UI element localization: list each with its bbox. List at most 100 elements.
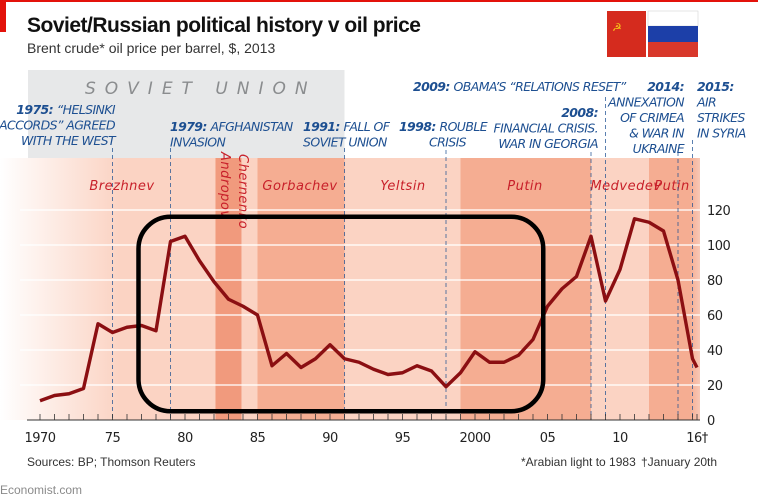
leader-label: Gorbachev — [262, 179, 337, 194]
annotation-year: 1998: — [399, 119, 440, 134]
annotation-line: 1975: “HELSINKI — [16, 102, 116, 117]
annotation-text: OBAMA’S “RELATIONS RESET” — [454, 79, 627, 94]
x-tick-label: 05 — [540, 431, 556, 446]
annotation-text: AFGHANISTAN — [210, 119, 294, 134]
annotation-year: 1975: — [16, 102, 57, 117]
leader-band — [460, 158, 591, 420]
annotation-text: FINANCIAL CRISIS. — [494, 121, 598, 136]
leader-label: Putin — [507, 179, 543, 194]
y-tick-label: 0 — [707, 414, 715, 429]
annotation-text: STRIKES — [697, 110, 745, 125]
leader-band — [344, 158, 461, 420]
x-tick-label: 1970 — [24, 431, 55, 446]
annotation-line: OF CRIMEA — [620, 110, 684, 125]
y-tick-label: 100 — [707, 239, 731, 254]
annotation-text: UKRAINE — [633, 141, 685, 156]
annotation-year: 1991: — [303, 119, 344, 134]
event-annotation: 1979: AFGHANISTAN INVASION — [170, 119, 294, 150]
event-annotation: 1998: ROUBLE CRISIS — [399, 119, 488, 150]
annotation-text: ACCORDS” AGREED — [0, 118, 116, 133]
x-tick-label: 90 — [322, 431, 338, 446]
x-tick-label: 16† — [686, 431, 709, 446]
footnote-january: †January 20th — [641, 455, 717, 469]
annotation-line: STRIKES — [697, 110, 745, 125]
annotation-text: & WAR IN — [629, 126, 685, 141]
axis-gutter — [700, 158, 758, 430]
x-tick-label: 75 — [105, 431, 121, 446]
annotation-line: WAR IN GEORGIA — [498, 136, 598, 151]
x-tick-label: 95 — [395, 431, 411, 446]
svg-text:☭: ☭ — [612, 21, 622, 34]
russia-flag-icon — [647, 10, 699, 57]
soviet-flag-icon: ☭ — [607, 11, 646, 57]
x-tick-label: 80 — [177, 431, 193, 446]
annotation-line: AIR — [696, 95, 716, 110]
leader-label: Chernenko — [235, 154, 250, 229]
sources-note: Sources: BP; Thomson Reuters — [27, 455, 196, 469]
leader-label: Medvedev — [590, 179, 661, 194]
annotation-text: ROUBLE — [439, 119, 487, 134]
event-annotation: 2014: ANNEXATION OF CRIMEA & WAR IN UKRAINE — [607, 79, 685, 156]
soviet-union-band — [28, 70, 345, 158]
annotation-year: 2015: — [697, 79, 734, 94]
chart-title: Soviet/Russian political history v oil p… — [27, 14, 420, 37]
annotation-line: 2015: — [697, 79, 734, 94]
annotation-line: & WAR IN — [629, 126, 685, 141]
event-annotation: 2009: OBAMA’S “RELATIONS RESET” — [413, 79, 627, 94]
annotation-year: 2008: — [561, 105, 598, 120]
annotation-text: WITH THE WEST — [21, 133, 117, 148]
leader-label: Brezhnev — [89, 179, 154, 194]
annotation-line: UKRAINE — [633, 141, 685, 156]
y-tick-label: 120 — [707, 204, 731, 219]
annotation-line: 1998: ROUBLE — [399, 119, 488, 134]
soviet-union-label: SOVIET UNION — [85, 79, 317, 99]
y-tick-label: 80 — [707, 274, 723, 289]
leader-label: Putin — [654, 179, 690, 194]
footnote-arabian-light: *Arabian light to 1983 — [521, 455, 636, 469]
annotation-text: CRISIS — [429, 135, 467, 150]
event-annotation: 2015: AIR STRIKES IN SYRIA — [696, 79, 746, 141]
red-tag — [0, 0, 6, 32]
annotation-line: 1979: AFGHANISTAN — [170, 119, 294, 134]
event-annotation: 1975: “HELSINKI ACCORDS” AGREED WITH THE W… — [0, 102, 117, 148]
leader-band — [241, 158, 258, 420]
y-tick-label: 40 — [707, 344, 723, 359]
x-tick-label: 85 — [250, 431, 266, 446]
leader-band — [257, 158, 345, 420]
annotation-line: 2009: OBAMA’S “RELATIONS RESET” — [413, 79, 627, 94]
annotation-line: SOVIET UNION — [303, 135, 388, 150]
annotation-text: IN SYRIA — [697, 126, 746, 141]
annotation-line: CRISIS — [429, 135, 467, 150]
y-tick-label: 20 — [707, 379, 723, 394]
annotation-year: 1979: — [170, 119, 211, 134]
plot-area: SOVIET UNION 0 20 40 60 80 100 120 Brezhnev Andro… — [0, 70, 758, 446]
annotation-line: 2014: — [647, 79, 684, 94]
annotation-line: 2008: — [561, 105, 598, 120]
annotation-line: 1991: FALL OF — [303, 119, 391, 134]
annotation-line: IN SYRIA — [697, 126, 746, 141]
annotation-line: INVASION — [170, 135, 227, 150]
annotation-year: 2014: — [647, 79, 684, 94]
annotation-line: ACCORDS” AGREED — [0, 118, 116, 133]
highlight-box — [136, 214, 546, 414]
leader-label: Andropov — [217, 151, 232, 219]
x-tick-label: 2000 — [459, 431, 490, 446]
leader-label: Yeltsin — [380, 179, 425, 194]
x-tick-label: 10 — [612, 431, 628, 446]
chart-subtitle: Brent crude* oil price per barrel, $, 20… — [27, 40, 275, 56]
y-tick-label: 60 — [707, 309, 723, 324]
annotation-text: INVASION — [170, 135, 227, 150]
annotation-line: FINANCIAL CRISIS. — [494, 121, 598, 136]
event-annotation: 1991: FALL OF SOVIET UNION — [303, 119, 391, 150]
event-annotation: 2008: FINANCIAL CRISIS. WAR IN GEORGIA — [494, 105, 599, 151]
annotation-text: “HELSINKI — [57, 102, 116, 117]
annotation-text: AIR — [696, 95, 716, 110]
annotation-year: 2009: — [413, 79, 454, 94]
band-fade-left — [0, 158, 120, 420]
annotation-line: ANNEXATION — [607, 95, 685, 110]
economist-brand: Economist.com — [0, 483, 82, 497]
annotation-text: ANNEXATION — [607, 95, 685, 110]
annotation-text: FALL OF — [344, 119, 391, 134]
leader-band — [591, 158, 649, 420]
